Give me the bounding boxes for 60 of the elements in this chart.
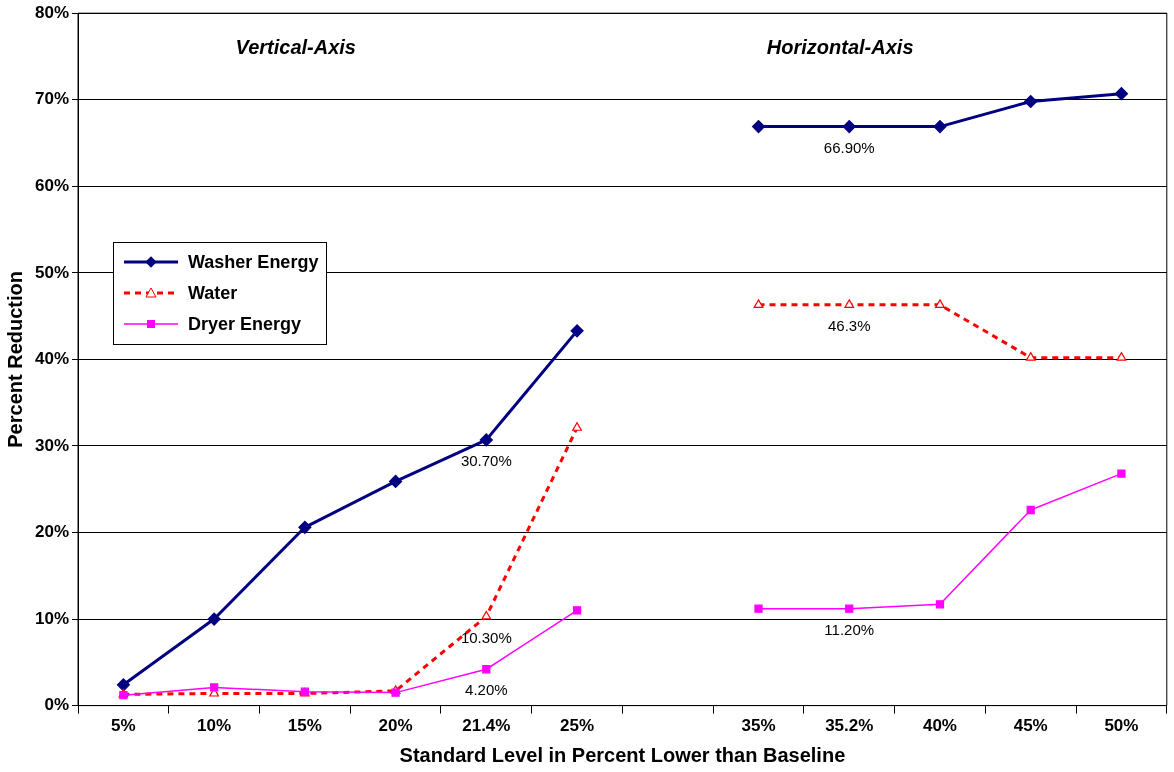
point — [481, 610, 492, 620]
data-label: 11.20% — [824, 620, 875, 638]
point — [479, 433, 493, 447]
point — [298, 520, 312, 534]
x-tick-label: 15% — [287, 716, 322, 736]
annotation: Vertical-Axis — [235, 35, 356, 58]
point — [209, 683, 219, 692]
point — [388, 474, 403, 489]
point — [572, 422, 582, 431]
x-tick-label: 40% — [922, 716, 957, 736]
point — [1116, 352, 1127, 361]
x-tick-label: 5% — [111, 716, 136, 736]
point — [570, 324, 584, 338]
x-axis-title: Standard Level in Percent Lower than Baseline — [399, 743, 846, 766]
y-tick-label: 40% — [34, 349, 70, 369]
point — [1024, 94, 1038, 109]
point — [842, 119, 856, 134]
point — [1025, 352, 1036, 361]
legend-label: Washer Energy — [188, 251, 319, 273]
point — [1114, 87, 1129, 101]
point — [845, 604, 854, 613]
point — [844, 299, 855, 308]
data-label: 46.3% — [827, 317, 871, 335]
point — [751, 119, 766, 134]
x-tick-label: 25% — [560, 716, 595, 736]
x-tick-label: 20% — [378, 716, 413, 736]
point — [935, 299, 945, 308]
x-tick-label: 35% — [741, 716, 776, 736]
point — [753, 299, 764, 308]
y-tick-label: 60% — [34, 175, 70, 195]
data-label: 4.20% — [465, 681, 508, 699]
point — [933, 119, 947, 134]
y-tick-label: 70% — [34, 89, 70, 109]
data-label: 10.30% — [460, 628, 512, 646]
data-label: 66.90% — [823, 138, 875, 156]
point — [754, 604, 763, 613]
point — [116, 678, 130, 692]
data-label: 30.70% — [460, 452, 512, 470]
y-tick-label: 10% — [34, 608, 70, 628]
legend-label: Water — [188, 282, 238, 304]
point — [482, 665, 491, 674]
x-tick-label: 45% — [1013, 716, 1048, 736]
x-tick-label: 50% — [1104, 716, 1139, 736]
x-tick-label: 21.4% — [462, 716, 511, 736]
y-tick-label: 50% — [34, 262, 70, 282]
point — [572, 606, 582, 615]
point — [935, 600, 945, 609]
point — [207, 612, 221, 626]
y-tick-label: 20% — [34, 522, 70, 542]
x-tick-label: 10% — [197, 716, 232, 736]
point — [391, 688, 400, 697]
point — [1117, 469, 1126, 478]
y-tick-label: 30% — [34, 435, 70, 455]
y-axis-title: Percent Reduction — [3, 271, 26, 448]
point — [1026, 505, 1035, 515]
y-tick-label: 80% — [34, 2, 70, 22]
legend-label: Dryer Energy — [188, 313, 302, 335]
x-tick-label: 35.2% — [825, 716, 874, 736]
y-tick-label: 0% — [44, 695, 70, 715]
annotation: Horizontal-Axis — [766, 35, 914, 58]
